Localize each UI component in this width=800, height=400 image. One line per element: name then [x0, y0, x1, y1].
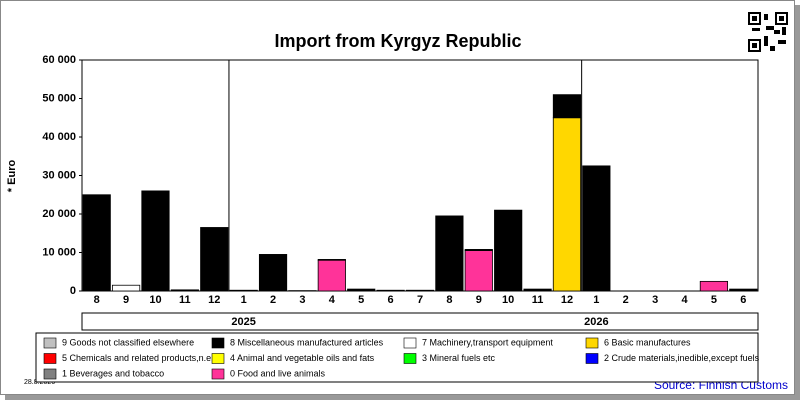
y-tick-label: 40 000: [42, 131, 76, 143]
legend-label: 0 Food and live animals: [230, 368, 326, 378]
y-tick-label: 60 000: [42, 54, 76, 66]
legend-swatch: [403, 337, 417, 349]
x-tick-label: 3: [299, 294, 305, 306]
year-box: [81, 312, 759, 331]
y-tick-label: 20 000: [42, 208, 76, 220]
shadow: [5, 395, 800, 400]
bar-segment: [82, 194, 111, 292]
legend-label: 2 Crude materials,inedible,except fuels: [604, 353, 760, 363]
x-tick-label: 4: [681, 294, 688, 306]
y-axis-label: * Euro: [6, 160, 18, 193]
x-tick-label: 9: [123, 294, 129, 306]
bar-segment: [552, 94, 582, 119]
bar-segment: [552, 117, 582, 292]
y-tick-label: 0: [70, 285, 76, 297]
legend-swatch: [403, 353, 417, 364]
legend-swatch: [43, 353, 57, 364]
legend-swatch: [211, 353, 225, 364]
bar-segment: [729, 288, 758, 292]
legend-swatch: [211, 337, 225, 349]
bar-segment: [111, 284, 141, 292]
legend-label: 8 Miscellaneous manufactured articles: [230, 337, 384, 347]
x-tick-label: 2: [270, 294, 276, 306]
legend-label: 6 Basic manufactures: [604, 337, 691, 347]
bar-segment: [464, 250, 493, 292]
bar-segment: [464, 249, 493, 251]
x-tick-label: 5: [711, 294, 717, 306]
legend-swatch: [585, 353, 599, 364]
x-tick-label: 5: [358, 294, 364, 306]
bar-segment: [317, 259, 346, 261]
x-tick-label: 10: [502, 294, 514, 306]
year-label: 2026: [584, 316, 608, 328]
legend-label: 7 Machinery,transport equipment: [422, 337, 553, 347]
bar-segment: [699, 280, 729, 292]
x-tick-label: 12: [208, 294, 220, 306]
bar-segment: [582, 165, 611, 292]
bar-segment: [494, 209, 523, 292]
plot-area: [81, 59, 759, 292]
x-tick-label: 9: [476, 294, 482, 306]
bar-segment: [347, 288, 376, 292]
legend-swatch: [585, 337, 599, 349]
bar-segment: [170, 289, 199, 292]
x-tick-label: 11: [179, 294, 191, 306]
x-tick-label: 1: [593, 294, 599, 306]
legend-box: [35, 332, 759, 383]
x-tick-label: 1: [241, 294, 247, 306]
x-tick-label: 6: [740, 294, 746, 306]
legend-label: 5 Chemicals and related products,n.e.s.: [62, 353, 221, 363]
legend-label: 3 Mineral fuels etc: [422, 353, 496, 363]
x-tick-label: 2: [623, 294, 629, 306]
bar-segment: [376, 289, 405, 292]
legend-swatch: [211, 368, 225, 380]
legend-label: 4 Animal and vegetable oils and fats: [230, 353, 375, 363]
qr-code: [748, 12, 788, 52]
x-tick-label: 10: [149, 294, 161, 306]
legend-label: 1 Beverages and tobacco: [62, 368, 164, 378]
x-tick-label: 11: [532, 294, 544, 306]
year-label: 2025: [231, 316, 255, 328]
x-tick-label: 8: [446, 294, 452, 306]
bar-segment: [258, 254, 288, 292]
bar-segment: [200, 227, 229, 292]
y-tick-label: 30 000: [42, 169, 76, 181]
y-tick-label: 50 000: [42, 92, 76, 104]
x-tick-label: 12: [561, 294, 573, 306]
y-tick-label: 10 000: [42, 246, 76, 258]
x-tick-label: 7: [417, 294, 423, 306]
x-tick-label: 3: [652, 294, 658, 306]
chart-title: Import from Kyrgyz Republic: [274, 31, 521, 51]
legend-swatch: [43, 368, 57, 380]
bar-segment: [523, 288, 552, 292]
bar-segment: [405, 289, 435, 292]
bar-segment: [317, 259, 346, 292]
legend-label: 9 Goods not classified elsewhere: [62, 337, 194, 347]
legend-swatch: [43, 337, 57, 349]
x-tick-label: 6: [388, 294, 394, 306]
bar-segment: [141, 190, 170, 292]
bar-segment: [435, 215, 464, 292]
bar-segment: [229, 289, 258, 292]
x-tick-label: 8: [94, 294, 100, 306]
shadow: [795, 5, 800, 400]
x-tick-label: 4: [329, 294, 336, 306]
